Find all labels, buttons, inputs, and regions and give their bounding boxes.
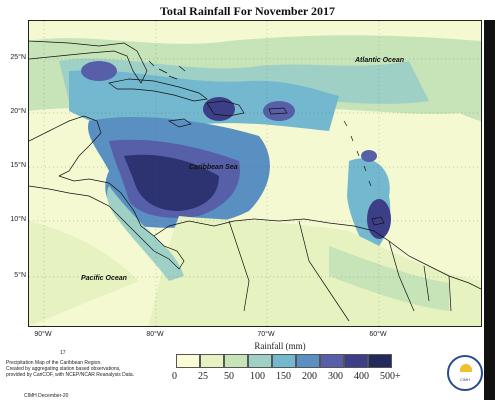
rainfall-central-america: [107, 186, 184, 281]
footnote-line-1: Precipitation Map of the Caribbean Regio…: [6, 360, 102, 366]
legend-swatch: [200, 354, 224, 368]
y-label-25n: 25°N: [10, 54, 26, 61]
footnote-line-2: Created by aggregating station based obs…: [6, 366, 121, 372]
atlantic-ocean-label: Atlantic Ocean: [355, 57, 405, 64]
rainfall-map: Atlantic Ocean Caribbean Sea Pacific Oce…: [28, 20, 482, 327]
coast-hispaniola: [206, 100, 245, 117]
rainfall-hispaniola-max: [203, 97, 235, 121]
legend-swatch: [320, 354, 344, 368]
x-label-60w: 60°W: [369, 331, 387, 338]
footnote-line-3: provided by CariCOF, with NCEP/NCAR Rean…: [6, 372, 135, 378]
logo-text: CIMH: [459, 377, 471, 382]
cimh-logo: CIMH: [447, 355, 483, 391]
legend-tick-label: 25: [198, 371, 208, 382]
legend-swatch: [176, 354, 200, 368]
coast-bahamas: [148, 60, 186, 80]
legend-swatch: [248, 354, 272, 368]
y-label-10n: 10°N: [10, 216, 26, 223]
coast-jamaica: [167, 118, 192, 128]
sun-icon: [460, 364, 472, 372]
caribbean-sea-label: Caribbean Sea: [189, 164, 238, 171]
legend-colorbar: [176, 354, 392, 368]
coast-south-america: [153, 218, 481, 290]
legend-swatch: [344, 354, 368, 368]
legend-tick-label: 500+: [380, 371, 401, 382]
legend-tick-label: 0: [172, 371, 177, 382]
legend-tick-label: 150: [276, 371, 291, 382]
x-label-90w: 90°W: [34, 331, 52, 338]
legend-tick-label: 300: [328, 371, 343, 382]
rainfall-windward-max: [361, 150, 377, 162]
coast-yucatan: [29, 115, 102, 177]
country-borders: [228, 220, 452, 322]
legend-swatch: [224, 354, 248, 368]
y-label-20n: 20°N: [10, 108, 26, 115]
legend-swatch: [368, 354, 392, 368]
rainfall-trinidad-max: [367, 199, 391, 239]
rainfall-puerto-rico-max: [263, 101, 295, 121]
pacific-ocean-label: Pacific Ocean: [81, 275, 127, 282]
coast-us-gulf: [29, 40, 148, 84]
coast-cuba: [108, 78, 208, 102]
rainfall-pacific: [29, 221, 139, 326]
rainfall-caribbean-sea-max: [124, 154, 219, 211]
footnote-marker: 17: [60, 350, 66, 356]
legend-tick-label: 50: [224, 371, 234, 382]
legend-tick-label: 200: [302, 371, 317, 382]
y-label-5n: 5°N: [14, 272, 26, 279]
rainfall-map-svg: [29, 21, 481, 326]
footnote-credit: CIMH December-20: [24, 393, 69, 399]
coast-lesser-antilles: [343, 120, 372, 187]
coast-puerto-rico: [268, 107, 288, 115]
legend-title: Rainfall (mm): [254, 341, 306, 351]
map-title: Total Rainfall For November 2017: [159, 4, 336, 18]
legend-tick-labels: 0 25 50 100 150 200 300 400 500+: [160, 371, 420, 385]
legend-tick-label: 400: [354, 371, 369, 382]
rainfall-atlantic-east: [419, 40, 481, 121]
coast-trinidad: [371, 216, 385, 226]
legend-swatch: [296, 354, 320, 368]
legend-swatch: [272, 354, 296, 368]
y-label-15n: 15°N: [10, 162, 26, 169]
rainfall-guianas-band: [329, 246, 449, 311]
page-edge: [484, 20, 495, 400]
x-label-70w: 70°W: [257, 331, 275, 338]
coastlines: [29, 40, 481, 322]
x-label-80w: 80°W: [146, 331, 164, 338]
graticule: [29, 21, 481, 326]
coast-central-america: [29, 175, 185, 270]
rainfall-gulf-max: [81, 61, 117, 81]
legend-tick-label: 100: [250, 371, 265, 382]
